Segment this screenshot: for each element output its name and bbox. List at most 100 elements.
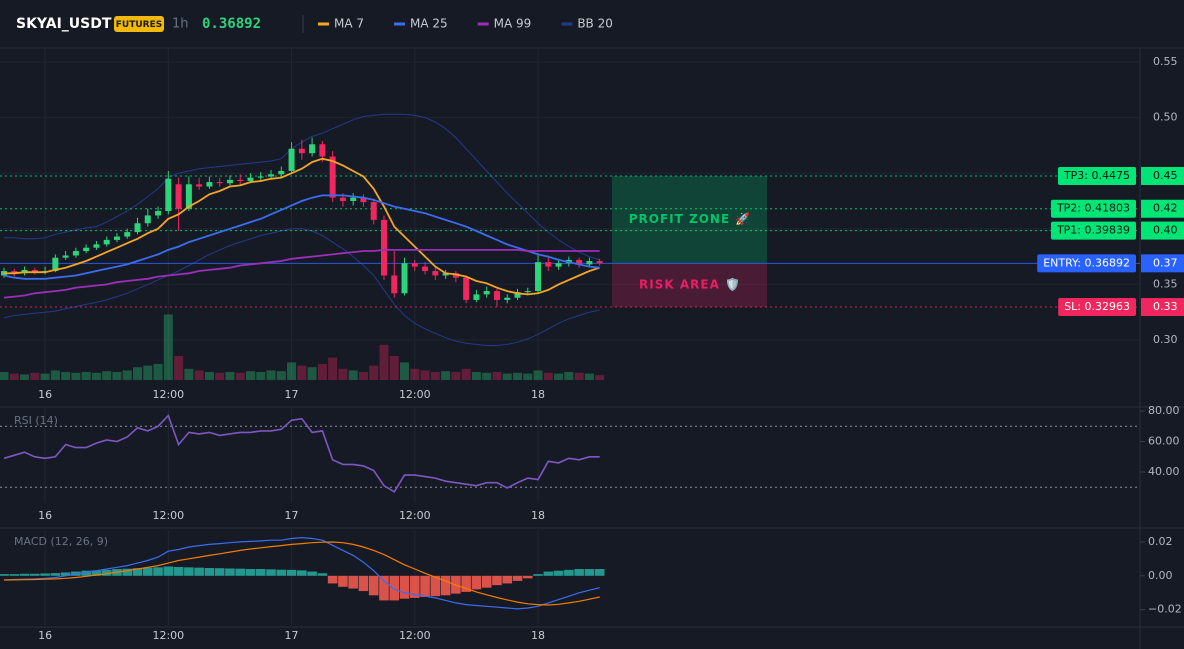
volume-bar — [81, 372, 91, 380]
y-tick-label: 0.02 — [1148, 535, 1173, 548]
macd-histogram-bar — [30, 573, 40, 576]
candle-body — [31, 269, 38, 273]
volume-bar — [20, 374, 30, 380]
macd-histogram-bar — [173, 566, 184, 576]
macd-histogram-bar — [204, 568, 215, 576]
volume-bar — [441, 371, 451, 380]
macd-histogram-bar — [553, 570, 564, 576]
x-tick-label: 12:00 — [152, 509, 184, 522]
volume-bar — [564, 372, 574, 380]
volume-bar — [153, 364, 163, 380]
volume-bar — [574, 372, 584, 380]
macd-histogram-bar — [420, 575, 430, 598]
volume-bar — [523, 373, 533, 380]
macd-histogram-bar — [543, 571, 554, 576]
volume-bar — [389, 356, 399, 380]
x-tick-label: 17 — [285, 509, 299, 522]
candle-body — [52, 257, 59, 272]
volume-bar — [410, 368, 420, 380]
x-tick-label: 12:00 — [152, 629, 184, 642]
candle-body — [535, 262, 542, 292]
x-tick-label: 18 — [531, 388, 545, 401]
legend-label: MA 7 — [334, 17, 364, 31]
macd-histogram-bar — [492, 575, 502, 586]
badge: FUTURES — [116, 20, 162, 30]
volume-bar — [40, 373, 50, 380]
candle-body — [11, 271, 18, 274]
macd-histogram-bar — [348, 575, 358, 589]
volume-bar — [297, 365, 307, 380]
volume-bar — [595, 375, 605, 380]
level-value: 0.40 — [1153, 224, 1178, 237]
macd-histogram-bar — [410, 575, 420, 598]
y-tick-label: 0.30 — [1153, 333, 1178, 346]
volume-bar — [163, 314, 173, 380]
macd-histogram-bar — [471, 575, 482, 590]
macd-histogram-bar — [307, 571, 317, 576]
candle-body — [83, 247, 90, 252]
pane-title: MACD (12, 26, 9) — [14, 535, 108, 548]
level-tag — [1037, 254, 1136, 273]
legend-label: MA 99 — [494, 17, 532, 31]
x-tick-label: 16 — [38, 388, 52, 401]
candle-body — [360, 197, 367, 203]
candle-body — [257, 176, 264, 178]
macd-histogram-bar — [153, 567, 163, 576]
volume-bar — [307, 367, 317, 380]
macd-histogram-bar — [574, 569, 584, 576]
volume-bar — [91, 372, 101, 380]
pane-title: RSI (14) — [14, 414, 58, 427]
macd-line — [3, 541, 600, 606]
macd-histogram-bar — [60, 572, 71, 576]
macd-histogram-bar — [40, 573, 50, 576]
candle-body — [62, 255, 69, 258]
macd-histogram-bar — [81, 570, 91, 576]
macd-histogram-bar — [255, 569, 266, 576]
macd-histogram-bar — [564, 569, 574, 576]
level-value-tag — [1141, 166, 1184, 185]
macd-histogram-bar — [0, 574, 9, 576]
candle-body — [370, 202, 377, 220]
macd-histogram-bar — [399, 575, 410, 599]
candle-body — [113, 236, 120, 240]
macd-histogram-bar — [502, 575, 513, 584]
level-value: 0.37 — [1153, 256, 1178, 269]
level-label: TP1: 0.39839 — [1056, 224, 1130, 237]
volume-bar — [317, 364, 327, 380]
zone-label: RISK AREA 🛡️ — [639, 278, 741, 292]
macd-histogram-bar — [50, 573, 61, 576]
bollinger-lower — [3, 228, 600, 346]
candle-body — [237, 179, 244, 181]
volume-bar — [215, 372, 225, 380]
volume-bar — [502, 373, 512, 380]
badge-bg — [114, 16, 164, 32]
macd-histogram-bar — [533, 574, 543, 576]
y-tick-label: 80.00 — [1148, 404, 1180, 417]
volume-bar — [543, 372, 553, 380]
candle-body — [463, 277, 470, 300]
level-tag — [1050, 199, 1136, 218]
level-label: SL: 0.32963 — [1064, 300, 1130, 313]
volume-bar — [430, 372, 440, 380]
candle-body — [175, 184, 182, 209]
volume-bar — [461, 368, 471, 380]
candle-body — [576, 259, 583, 265]
macd-line — [3, 536, 600, 610]
x-tick-label: 12:00 — [399, 509, 431, 522]
candle-body — [401, 263, 408, 294]
volume-bar — [133, 367, 143, 380]
candle-body — [524, 291, 531, 293]
x-tick-label: 17 — [285, 629, 299, 642]
zone-label: PROFIT ZONE 🚀 — [629, 212, 752, 226]
candle-body — [350, 197, 357, 201]
macd-histogram-bar — [235, 568, 246, 576]
candle-body — [216, 182, 223, 184]
level-value-tag — [1141, 298, 1184, 317]
candle-body — [206, 182, 213, 187]
volume-bar — [9, 373, 19, 380]
y-tick-label: 60.00 — [1148, 435, 1180, 448]
macd-histogram-bar — [430, 575, 441, 597]
volume-bar — [50, 370, 60, 380]
